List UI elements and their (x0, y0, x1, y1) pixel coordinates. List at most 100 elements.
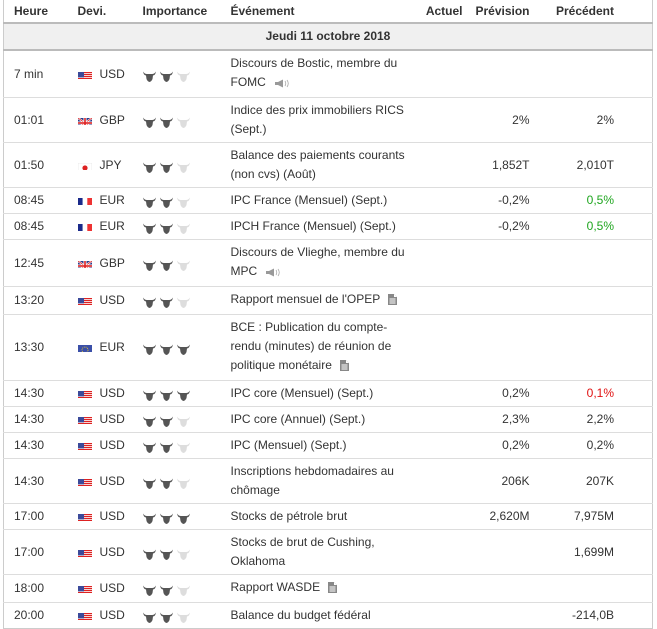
event-title[interactable]: Balance du budget fédéral (230, 608, 371, 622)
event-actual (420, 574, 463, 603)
event-title[interactable]: Inscriptions hebdomadaires au chômage (230, 464, 394, 497)
event-title[interactable]: Rapport mensuel de l'OPEP (230, 292, 381, 306)
speaker-icon[interactable] (265, 264, 281, 283)
event-row[interactable]: 01:50 JPY Balance des paiements courants (… (3, 142, 653, 188)
event-title[interactable]: Balance des paiements courants (non cvs)… (230, 148, 405, 181)
bull-icon (142, 511, 156, 525)
flag-eu-icon (77, 342, 92, 352)
event-name[interactable]: Discours de Vlieghe, membre du MPC (228, 239, 421, 287)
event-name[interactable]: IPC core (Mensuel) (Sept.) (228, 380, 421, 407)
event-title[interactable]: Stocks de brut de Cushing, Oklahoma (230, 535, 375, 568)
event-name[interactable]: IPC core (Annuel) (Sept.) (228, 406, 421, 433)
header-importance[interactable]: Importance (140, 0, 229, 24)
header-time[interactable]: Heure (3, 0, 73, 24)
event-name[interactable]: Stocks de brut de Cushing, Oklahoma (228, 529, 421, 575)
event-name[interactable]: BCE : Publication du compte-rendu (minut… (228, 314, 421, 381)
event-row[interactable]: 20:00 USD Balance du budget fédéral -214,0B (3, 602, 653, 629)
event-row[interactable]: 08:45 EUR IPCH France (Mensuel) (Sept.) -0,… (3, 213, 653, 240)
bull-icon (159, 414, 173, 428)
event-actual (420, 187, 463, 214)
event-row[interactable]: 14:30 USD Inscriptions hebdomadaires au ch… (3, 458, 653, 504)
event-time: 01:01 (3, 97, 73, 143)
event-title[interactable]: IPC core (Mensuel) (Sept.) (230, 386, 374, 400)
event-title[interactable]: BCE : Publication du compte-rendu (minut… (230, 320, 392, 372)
event-row[interactable]: 14:30 USD IPC core (Annuel) (Sept.) 2,3% 2,2… (3, 406, 653, 433)
event-title[interactable]: Indice des prix immobiliers RICS (Sept.) (230, 103, 404, 136)
event-actual (420, 432, 463, 459)
event-title[interactable]: IPC France (Mensuel) (Sept.) (230, 193, 388, 207)
bull-icon (142, 476, 156, 489)
event-actual (420, 142, 463, 188)
event-currency: EUR (72, 213, 141, 240)
header-currency[interactable]: Devi. (72, 0, 141, 24)
event-title[interactable]: IPCH France (Mensuel) (Sept.) (230, 219, 396, 233)
event-title[interactable]: Discours de Bostic, membre du FOMC (230, 56, 398, 89)
flag-us-icon (77, 69, 92, 79)
speaker-icon[interactable] (274, 75, 290, 94)
event-row[interactable]: 14:30 USD IPC (Mensuel) (Sept.) 0,2% 0,2% (3, 432, 653, 459)
event-row[interactable]: 13:20 USD Rapport mensuel de l'OPEP (3, 286, 653, 315)
event-title[interactable]: IPC (Mensuel) (Sept.) (230, 438, 347, 452)
event-forecast (462, 239, 530, 287)
event-actual (420, 529, 463, 575)
event-row[interactable]: 13:30 EUR BCE : Publication du compte-rend… (3, 314, 653, 381)
event-row[interactable]: 17:00 USD Stocks de pétrole brut 2,620M 7,97… (3, 503, 653, 530)
bull-icon (176, 69, 190, 82)
event-title[interactable]: IPC core (Annuel) (Sept.) (230, 412, 366, 426)
event-previous: 1,699M (529, 529, 653, 575)
flag-us-icon (77, 547, 92, 557)
event-name[interactable]: IPCH France (Mensuel) (Sept.) (228, 213, 421, 240)
document-icon[interactable] (339, 358, 349, 377)
currency-code: USD (99, 438, 125, 452)
event-row[interactable]: 08:45 EUR IPC France (Mensuel) (Sept.) -0,2… (3, 187, 653, 214)
event-name[interactable]: Rapport WASDE (228, 574, 421, 603)
bull-icon (159, 388, 173, 402)
document-icon[interactable] (328, 580, 338, 599)
header-event[interactable]: Événement (228, 0, 421, 24)
event-name[interactable]: Balance du budget fédéral (228, 602, 421, 629)
bull-icon (159, 440, 173, 454)
header-previous[interactable]: Précédent (529, 0, 653, 24)
event-row[interactable]: 17:00 USD Stocks de brut de Cushing, Oklah… (3, 529, 653, 575)
event-name[interactable]: Discours de Bostic, membre du FOMC (228, 49, 421, 98)
event-title[interactable]: Stocks de pétrole brut (230, 509, 348, 523)
event-name[interactable]: Indice des prix immobiliers RICS (Sept.) (228, 97, 421, 143)
event-row[interactable]: 18:00 USD Rapport WASDE (3, 574, 653, 603)
importance-rating (140, 529, 229, 575)
event-forecast: 1,852T (462, 142, 530, 188)
bull-icon (159, 476, 173, 489)
bull-icon (176, 547, 190, 560)
event-previous: 2,2% (529, 406, 653, 433)
event-actual (420, 503, 463, 530)
event-row[interactable]: 01:01 GBP Indice des prix immobiliers RICS… (3, 97, 653, 143)
event-name[interactable]: IPC France (Mensuel) (Sept.) (228, 187, 421, 214)
flag-gb-icon (77, 258, 92, 268)
importance-rating (140, 432, 229, 459)
event-name[interactable]: IPC (Mensuel) (Sept.) (228, 432, 421, 459)
document-icon[interactable] (388, 292, 398, 311)
event-time: 12:45 (3, 239, 73, 287)
bull-icon (159, 115, 173, 128)
event-row[interactable]: 7 min USD Discours de Bostic, membre du FO… (3, 49, 653, 98)
event-forecast: 206K (462, 458, 530, 504)
event-actual (420, 458, 463, 504)
flag-us-icon (77, 388, 92, 398)
bull-icon (176, 414, 190, 428)
event-row[interactable]: 12:45 GBP Discours de Vlieghe, membre du M… (3, 239, 653, 287)
flag-jp-icon (77, 160, 92, 170)
event-actual (420, 406, 463, 433)
event-title[interactable]: Rapport WASDE (230, 580, 321, 594)
event-previous: 0,5% (529, 213, 653, 240)
event-name[interactable]: Stocks de pétrole brut (228, 503, 421, 530)
event-forecast (462, 286, 530, 315)
event-title[interactable]: Discours de Vlieghe, membre du MPC (230, 245, 405, 278)
event-name[interactable]: Rapport mensuel de l'OPEP (228, 286, 421, 315)
event-name[interactable]: Balance des paiements courants (non cvs)… (228, 142, 421, 188)
bull-icon (159, 160, 173, 173)
event-row[interactable]: 14:30 USD IPC core (Mensuel) (Sept.) 0,2% 0,… (3, 380, 653, 407)
event-name[interactable]: Inscriptions hebdomadaires au chômage (228, 458, 421, 504)
bull-icon (142, 195, 156, 209)
header-forecast[interactable]: Prévision (462, 0, 530, 24)
bull-icon (176, 115, 190, 128)
header-actual[interactable]: Actuel (420, 0, 463, 24)
